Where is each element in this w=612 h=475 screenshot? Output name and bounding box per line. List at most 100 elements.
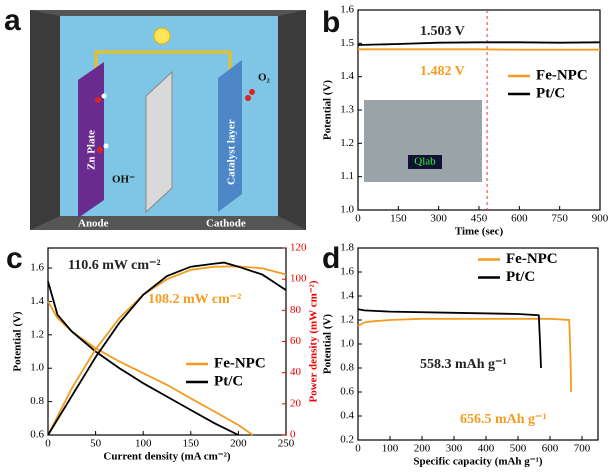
annotation: 656.5 mAh g⁻¹ bbox=[460, 412, 547, 427]
wire bbox=[94, 50, 232, 70]
series-line bbox=[357, 41, 601, 46]
y-tick-label: 1.1 bbox=[340, 170, 354, 182]
legend-label: Fe-NPC bbox=[536, 67, 588, 83]
panel-label: c bbox=[6, 242, 23, 275]
x-tick-label: 200 bbox=[230, 438, 247, 450]
x-tick-label: 200 bbox=[414, 443, 431, 455]
x-tick-label: 300 bbox=[430, 213, 447, 225]
ion bbox=[95, 97, 101, 103]
x-tick-label: 900 bbox=[592, 213, 609, 225]
y-tick-label: 1.2 bbox=[340, 137, 354, 149]
x-tick-label: 0 bbox=[45, 438, 51, 450]
y2-axis-label: Power density (mW cm⁻²) bbox=[308, 280, 320, 402]
label: Zn Plate bbox=[86, 130, 98, 170]
x-tick-label: 750 bbox=[551, 213, 568, 225]
y-tick-label: 1.2 bbox=[30, 328, 44, 340]
y2-tick-label: 80 bbox=[290, 304, 302, 316]
x-tick-label: 600 bbox=[511, 213, 528, 225]
x-tick-label: 150 bbox=[183, 438, 200, 450]
series-line bbox=[357, 308, 542, 369]
panel-label: a bbox=[4, 4, 21, 37]
y-tick-label: 1.6 bbox=[340, 4, 354, 16]
schematic: a Zn Plate OH⁻ Anode Catalyst layer Cath… bbox=[4, 4, 306, 230]
x-tick-label: 300 bbox=[446, 443, 463, 455]
y2-tick-label: 40 bbox=[290, 366, 302, 378]
ion bbox=[103, 143, 109, 149]
inset-text: Qlab bbox=[414, 156, 436, 168]
x-tick-label: 0 bbox=[355, 213, 361, 225]
ion bbox=[249, 89, 255, 95]
separator bbox=[145, 70, 173, 214]
annotation: 110.6 mW cm⁻² bbox=[68, 258, 161, 273]
label: OH⁻ bbox=[112, 174, 135, 186]
cathode-plate bbox=[218, 60, 242, 212]
y-tick-label: 1.6 bbox=[30, 262, 44, 274]
legend-label: Pt/C bbox=[536, 85, 565, 101]
legend-label: Fe-NPC bbox=[214, 355, 266, 371]
x-tick-label: 500 bbox=[510, 443, 527, 455]
series-line bbox=[47, 281, 239, 436]
legend-label: Fe-NPC bbox=[506, 251, 558, 267]
y-tick-label: 1.0 bbox=[340, 204, 354, 216]
y-tick-label: 0.8 bbox=[30, 395, 44, 407]
y-tick-label: 0.8 bbox=[340, 362, 354, 374]
y-tick-label: 1.4 bbox=[30, 295, 44, 307]
legend-label: Pt/C bbox=[506, 269, 535, 285]
x-axis-label: Time (sec) bbox=[455, 226, 504, 238]
y-axis-label: Potential (V) bbox=[322, 314, 334, 375]
label: O₂ bbox=[258, 72, 271, 84]
y-tick-label: 0.6 bbox=[30, 429, 44, 441]
y-axis-label: Potential (V) bbox=[12, 311, 24, 372]
y2-tick-label: 20 bbox=[290, 397, 302, 409]
frame-side bbox=[278, 10, 306, 230]
series-line bbox=[47, 265, 287, 436]
y-tick-label: 0.4 bbox=[340, 410, 354, 422]
y-axis-label: Potential (V) bbox=[322, 80, 334, 141]
series-line bbox=[47, 261, 287, 436]
y-tick-label: 1.6 bbox=[340, 266, 354, 278]
ion bbox=[245, 95, 251, 101]
ion bbox=[101, 93, 107, 99]
y2-tick-label: 100 bbox=[290, 273, 307, 285]
frame-side bbox=[30, 10, 60, 230]
y2-tick-label: 0 bbox=[290, 429, 296, 441]
annotation: 1.503 V bbox=[420, 24, 465, 39]
y-tick-label: 1.4 bbox=[340, 70, 354, 82]
label: Anode bbox=[78, 218, 109, 230]
x-tick-label: 700 bbox=[574, 443, 591, 455]
ion bbox=[97, 147, 103, 153]
x-tick-label: 0 bbox=[355, 443, 361, 455]
annotation: 1.482 V bbox=[420, 64, 465, 79]
bulb bbox=[153, 27, 171, 45]
label: Cathode bbox=[206, 218, 246, 230]
y-tick-label: 0.2 bbox=[340, 434, 354, 446]
series-line bbox=[357, 317, 572, 393]
inset-display bbox=[408, 155, 442, 169]
panel-label: b bbox=[322, 6, 340, 39]
y2-tick-label: 120 bbox=[290, 242, 307, 254]
x-tick-label: 150 bbox=[390, 213, 407, 225]
label: Catalyst layer bbox=[226, 119, 238, 185]
x-tick-label: 450 bbox=[471, 213, 488, 225]
inset-photo bbox=[364, 100, 482, 182]
y-tick-label: 1.0 bbox=[340, 338, 354, 350]
x-tick-label: 600 bbox=[542, 443, 559, 455]
y-tick-label: 1.3 bbox=[340, 104, 354, 116]
y-tick-label: 0.6 bbox=[340, 386, 354, 398]
y-tick-label: 1.5 bbox=[340, 37, 354, 49]
y-tick-label: 1.2 bbox=[340, 314, 354, 326]
x-axis-label: Specific capacity (mAh g⁻¹) bbox=[413, 456, 543, 468]
x-axis-label: Current density (mA cm⁻²) bbox=[103, 451, 230, 463]
y2-tick-label: 60 bbox=[290, 335, 302, 347]
x-tick-label: 100 bbox=[135, 438, 152, 450]
x-tick-label: 100 bbox=[382, 443, 399, 455]
x-tick-label: 250 bbox=[278, 438, 295, 450]
x-tick-label: 400 bbox=[478, 443, 495, 455]
annotation: 108.2 mW cm⁻² bbox=[148, 292, 241, 307]
y-tick-label: 1.8 bbox=[340, 242, 354, 254]
legend-label: Pt/C bbox=[214, 373, 243, 389]
panel-label: d bbox=[322, 242, 340, 275]
annotation: 558.3 mAh g⁻¹ bbox=[420, 357, 507, 372]
y-tick-label: 1.0 bbox=[30, 362, 44, 374]
